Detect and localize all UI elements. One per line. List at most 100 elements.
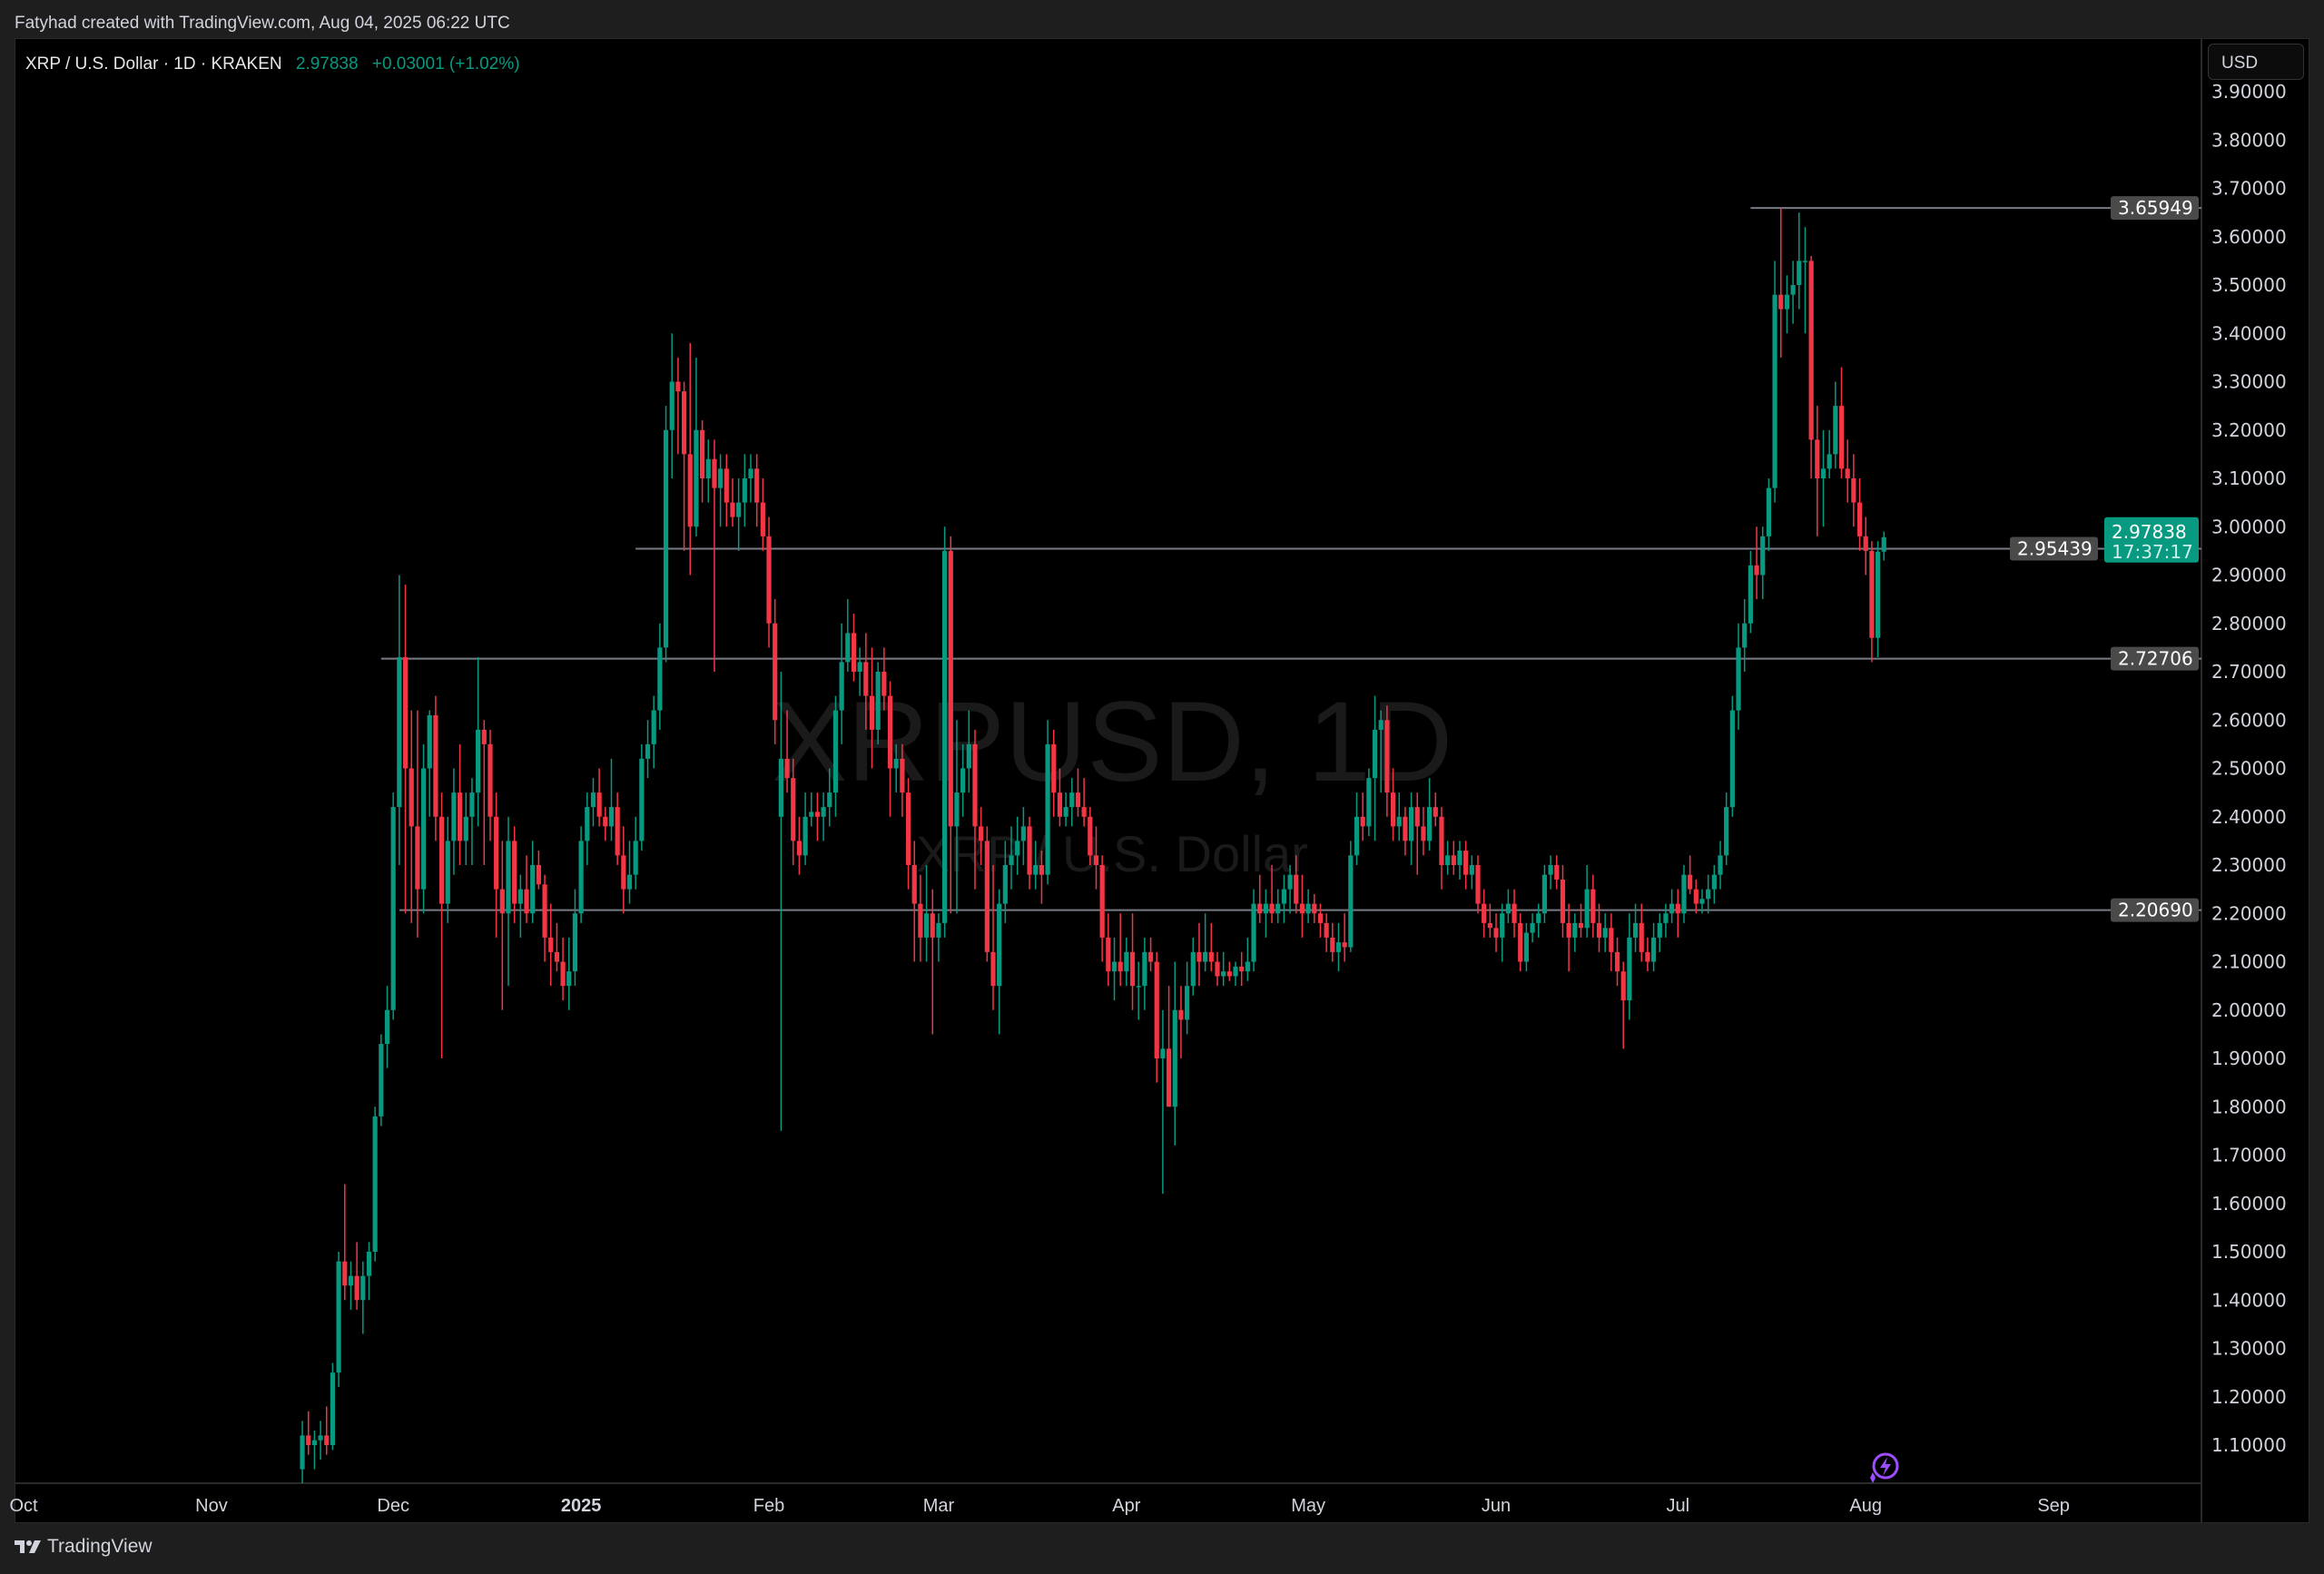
candle-body xyxy=(705,458,711,478)
candle-body xyxy=(360,1275,366,1301)
candle xyxy=(1033,841,1039,890)
candle-body xyxy=(1681,874,1687,914)
candle-body xyxy=(821,807,826,817)
candle-body xyxy=(1427,807,1433,841)
candle xyxy=(851,614,857,682)
candle xyxy=(1354,792,1360,865)
candle-body xyxy=(1457,851,1462,865)
candle-body xyxy=(463,816,468,841)
candle-body xyxy=(517,889,523,904)
candle-body xyxy=(494,816,499,890)
candle xyxy=(742,454,747,527)
candle-body xyxy=(530,865,536,914)
candle-body xyxy=(1523,932,1529,962)
time-axis[interactable]: Oct Nov Dec 2025 Feb Mar Apr May Jun Jul Aug Sep xyxy=(9,1496,2069,1516)
candle xyxy=(1541,865,1548,923)
candle-body xyxy=(1602,928,1608,938)
candle xyxy=(1027,816,1032,890)
horizontal-line-label: 2.20690 xyxy=(2118,900,2193,921)
candle xyxy=(476,657,481,827)
candle xyxy=(1620,961,1626,1049)
candle-body xyxy=(1500,913,1505,938)
candle xyxy=(1838,367,1845,478)
candle xyxy=(1736,623,1741,730)
price-tick-label: 2.50000 xyxy=(2211,758,2287,780)
candle-body xyxy=(942,550,948,923)
candle xyxy=(1009,826,1014,890)
candle-body xyxy=(1111,961,1118,972)
candle-body xyxy=(1154,961,1159,1058)
candle-body xyxy=(997,903,1002,987)
currency-button[interactable]: USD xyxy=(2208,44,2304,80)
candle-body xyxy=(1584,889,1590,929)
candle xyxy=(1408,792,1414,865)
candle-body xyxy=(1099,865,1105,938)
candle xyxy=(487,729,493,841)
candle-body xyxy=(1881,536,1886,552)
candle xyxy=(845,599,851,672)
price-tick-label: 2.70000 xyxy=(2211,661,2287,683)
candle xyxy=(663,406,669,663)
candle-body xyxy=(748,468,753,478)
candle-body xyxy=(1106,937,1111,972)
candle-body xyxy=(1147,951,1154,962)
candle-body xyxy=(1838,406,1845,469)
price-tick-label: 2.90000 xyxy=(2211,565,2287,586)
candle-body xyxy=(1142,951,1147,987)
candle xyxy=(839,623,844,744)
candle xyxy=(1699,889,1705,914)
candle xyxy=(1348,841,1354,952)
candle-body xyxy=(572,913,578,972)
candle xyxy=(427,710,432,817)
candle-body xyxy=(1711,874,1717,890)
candle xyxy=(1439,807,1444,890)
candle xyxy=(1451,841,1456,875)
candle-body xyxy=(911,865,917,904)
candle xyxy=(348,1261,354,1310)
candle-body xyxy=(657,647,663,711)
candle xyxy=(1233,961,1238,987)
candle-body xyxy=(1475,865,1481,904)
candle-body xyxy=(1772,294,1777,488)
candle-body xyxy=(1784,294,1790,310)
candle xyxy=(687,342,693,575)
candle xyxy=(1294,855,1299,914)
candle xyxy=(669,333,675,478)
candle-body xyxy=(1015,841,1020,856)
top-bar: Fatyhad created with TradingView.com, Au… xyxy=(0,0,2324,38)
candle-body xyxy=(596,792,602,817)
candle xyxy=(330,1362,336,1451)
candle-body xyxy=(1620,971,1626,1001)
candle-body xyxy=(1178,1009,1184,1020)
candle-body xyxy=(608,807,615,827)
candle xyxy=(784,710,790,793)
candle xyxy=(1305,889,1311,923)
candle-body xyxy=(499,889,505,914)
candle-body xyxy=(979,826,984,841)
candle xyxy=(1632,903,1639,952)
candle-body xyxy=(1856,502,1863,536)
candle-body xyxy=(881,672,887,696)
candle xyxy=(1360,792,1365,841)
candle-body xyxy=(590,792,596,808)
candle-body xyxy=(845,633,851,663)
candle xyxy=(923,865,930,962)
candle xyxy=(554,922,559,972)
candle xyxy=(572,889,578,987)
candle xyxy=(1820,429,1827,527)
candle xyxy=(1663,903,1669,938)
lightning-icon[interactable] xyxy=(1866,1451,1902,1487)
price-axis[interactable]: 3.90000 3.80000 3.70000 3.60000 3.50000 3.400… xyxy=(2211,81,2287,1456)
price-tick-label: 3.10000 xyxy=(2211,467,2287,489)
tradingview-logo[interactable]: TradingView xyxy=(15,1536,153,1558)
symbol-legend[interactable]: XRP / U.S. Dollar · 1D · KRAKEN 2.97838 … xyxy=(25,54,520,74)
candle xyxy=(409,710,414,923)
price-tick-label: 3.20000 xyxy=(2211,419,2287,441)
candle xyxy=(875,662,881,744)
candle-body xyxy=(1445,855,1451,865)
price-tick-label: 3.00000 xyxy=(2211,516,2287,537)
candle-body xyxy=(1554,865,1560,880)
candle xyxy=(1778,207,1784,358)
candle-body xyxy=(1463,851,1469,875)
